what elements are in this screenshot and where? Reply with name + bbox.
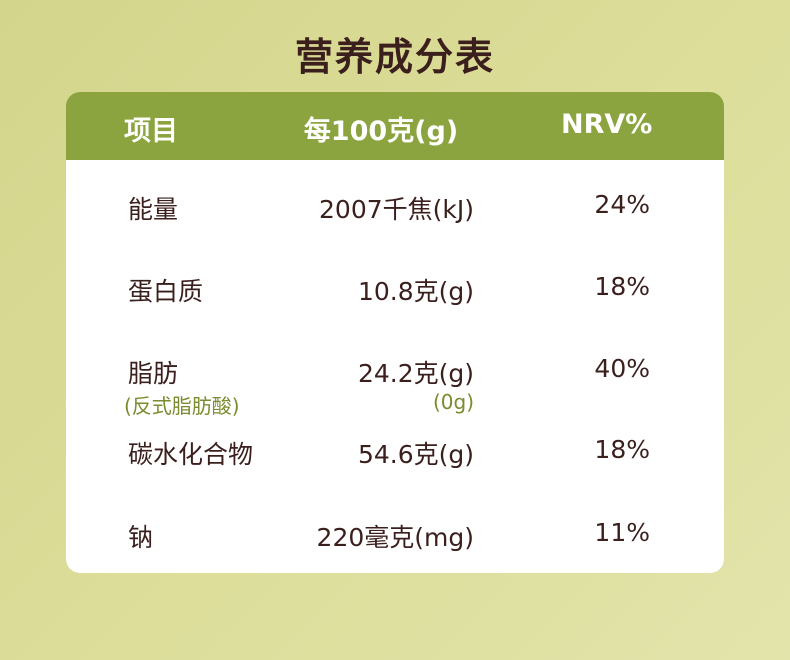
row-name: 钠 [128, 523, 154, 552]
row-name: 脂肪 [128, 359, 179, 388]
nutrition-table: 项目 每100克(g) NRV% 能量 2007千焦(kJ) 24% 蛋白质 1… [66, 92, 724, 573]
header-item: 项目 [124, 116, 178, 147]
row-nrv: 18% [594, 435, 650, 464]
row-nrv: 18% [594, 272, 650, 301]
row-nrv: 24% [594, 190, 650, 219]
row-nrv: 40% [594, 354, 650, 383]
row-name: 蛋白质 [128, 277, 204, 306]
row-nrv: 11% [594, 518, 650, 547]
header-nrv: NRV% [561, 109, 653, 140]
row-amount: 24.2克(g) [357, 359, 474, 388]
row-amount: 54.6克(g) [357, 440, 474, 469]
row-sub-amount: (0g) [432, 390, 474, 414]
row-sub-name: (反式脂肪酸) [124, 394, 240, 418]
row-amount: 2007千焦(kJ) [319, 195, 474, 224]
table-header: 项目 每100克(g) NRV% [66, 92, 724, 160]
row-name: 碳水化合物 [128, 440, 254, 469]
row-name: 能量 [128, 195, 179, 224]
row-amount: 220毫克(mg) [316, 523, 474, 552]
header-amount: 每100克(g) [303, 116, 459, 147]
page-title: 营养成分表 [294, 35, 495, 79]
row-amount: 10.8克(g) [357, 277, 474, 306]
